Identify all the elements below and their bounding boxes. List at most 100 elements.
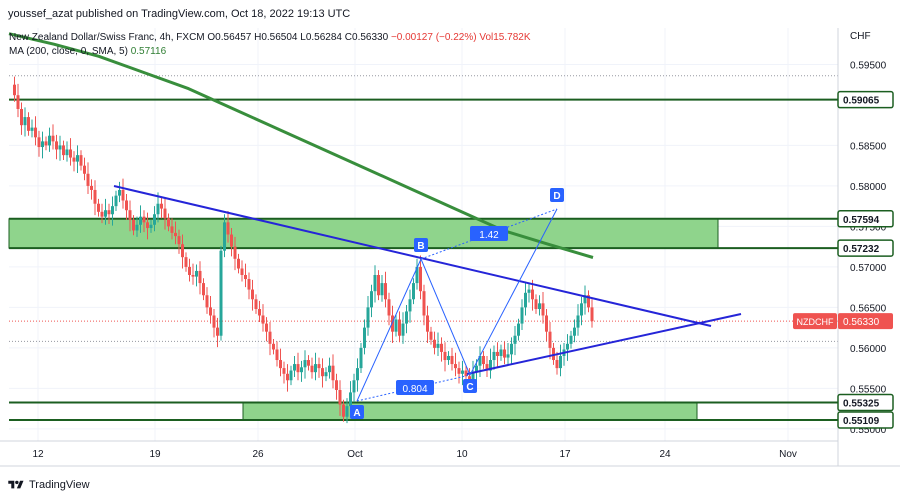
candle-body — [55, 141, 58, 150]
candle-body — [384, 283, 387, 300]
candle-body — [212, 315, 216, 328]
candle-body — [44, 141, 48, 146]
legend-ma-row[interactable]: MA (200, close, 0, SMA, 5) 0.57116 — [9, 45, 531, 59]
symbol-label: NZDCHF — [797, 317, 834, 327]
legend-symbol: New Zealand Dollar/Swiss Franc, 4h, FXCM — [9, 32, 205, 43]
candle-body — [534, 299, 538, 310]
price-tick-label: 0.58500 — [850, 141, 887, 152]
level-price-box — [837, 393, 894, 412]
candle-body — [489, 360, 492, 371]
candle-body — [62, 145, 65, 156]
candle-body — [195, 270, 198, 277]
candle-body — [545, 315, 548, 332]
legend-ma-label: MA (200, close, 0, SMA, 5) — [9, 46, 128, 57]
candle-body — [443, 351, 447, 361]
legend-low: L0.56284 — [300, 32, 342, 43]
candle-body — [548, 331, 552, 348]
level-price-label: 0.57594 — [843, 215, 880, 226]
candle-body — [34, 127, 37, 138]
candle-body — [100, 211, 104, 217]
candle-body — [146, 222, 149, 229]
triangle-trendlines[interactable] — [113, 185, 742, 375]
candle-body — [65, 149, 69, 156]
time-tick-label: 12 — [32, 449, 44, 460]
candle-body — [520, 307, 524, 324]
candle-body — [377, 274, 380, 296]
pattern-point-a-label: A — [353, 408, 360, 419]
candle-body — [335, 380, 338, 390]
time-tick-label: Nov — [779, 449, 797, 460]
candle-body — [156, 203, 160, 215]
candle-body — [303, 360, 307, 368]
candle-body — [363, 327, 366, 348]
candle-body — [454, 364, 457, 369]
level-price-box — [837, 90, 894, 109]
candle-body — [524, 292, 527, 308]
level-price-label: 0.57232 — [843, 244, 880, 255]
candle-body — [83, 165, 86, 174]
pattern-ratio-label: 1.42 — [479, 230, 499, 241]
candlestick-series — [13, 76, 594, 424]
candle-body — [492, 351, 496, 361]
abcd-pattern[interactable]: A B C D 0.804 1.42 — [350, 188, 564, 419]
candle-body — [30, 127, 34, 131]
candle-body — [226, 222, 230, 235]
level-price-label: 0.55325 — [843, 399, 880, 410]
time-tick-label: 10 — [456, 449, 468, 460]
price-tick-label: 0.58000 — [850, 182, 887, 193]
candle-body — [223, 222, 226, 251]
candle-body — [510, 343, 513, 355]
candle-body — [450, 355, 454, 365]
candle-body — [373, 274, 377, 292]
pattern-ratio-box[interactable] — [470, 226, 508, 241]
pattern-point-c-marker[interactable] — [463, 379, 477, 393]
footer-brand[interactable]: TradingView — [8, 476, 90, 494]
candle-body — [555, 360, 559, 369]
candle-body — [16, 95, 20, 109]
candle-body — [90, 185, 93, 190]
candle-body — [125, 200, 128, 211]
candle-body — [261, 315, 265, 324]
level-price-box — [837, 411, 894, 429]
candle-body — [251, 289, 254, 300]
pattern-point-a-marker[interactable] — [350, 405, 364, 419]
abcd-path[interactable] — [356, 208, 558, 402]
candle-body — [314, 364, 317, 373]
pattern-point-b-marker[interactable] — [414, 238, 428, 252]
pattern-point-b-label: B — [417, 241, 424, 252]
candle-body — [132, 219, 135, 231]
candle-body — [429, 331, 433, 340]
candle-body — [576, 315, 580, 328]
candle-body — [258, 309, 261, 316]
candle-body — [114, 195, 118, 207]
ascending-trendline[interactable] — [466, 313, 742, 375]
candle-body — [366, 307, 370, 328]
candle-body — [93, 189, 97, 204]
candle-body — [387, 299, 391, 316]
candle-body — [86, 173, 90, 186]
candle-body — [380, 283, 384, 296]
candle-body — [569, 335, 573, 344]
candle-body — [587, 295, 590, 308]
legend-close: C0.56330 — [344, 32, 389, 43]
candle-body — [440, 343, 443, 352]
candle-body — [475, 365, 478, 373]
candle-body — [457, 368, 461, 374]
candle-body — [275, 349, 279, 361]
candle-body — [142, 216, 146, 223]
chart-legend: New Zealand Dollar/Swiss Franc, 4h, FXCM… — [9, 31, 531, 59]
candle-body — [482, 355, 485, 365]
descending-trendline[interactable] — [113, 185, 712, 327]
candle-body — [398, 319, 401, 336]
candle-body — [181, 244, 184, 258]
pattern-point-d-marker[interactable] — [550, 188, 564, 202]
candle-body — [552, 347, 555, 361]
pattern-ratio-box[interactable] — [396, 380, 434, 395]
candle-body — [79, 155, 83, 166]
legend-ohlc-row: New Zealand Dollar/Swiss Franc, 4h, FXCM… — [9, 31, 531, 45]
candle-body — [394, 319, 398, 332]
candle-body — [118, 189, 121, 196]
candle-body — [230, 234, 233, 247]
last-price-box — [838, 313, 893, 330]
